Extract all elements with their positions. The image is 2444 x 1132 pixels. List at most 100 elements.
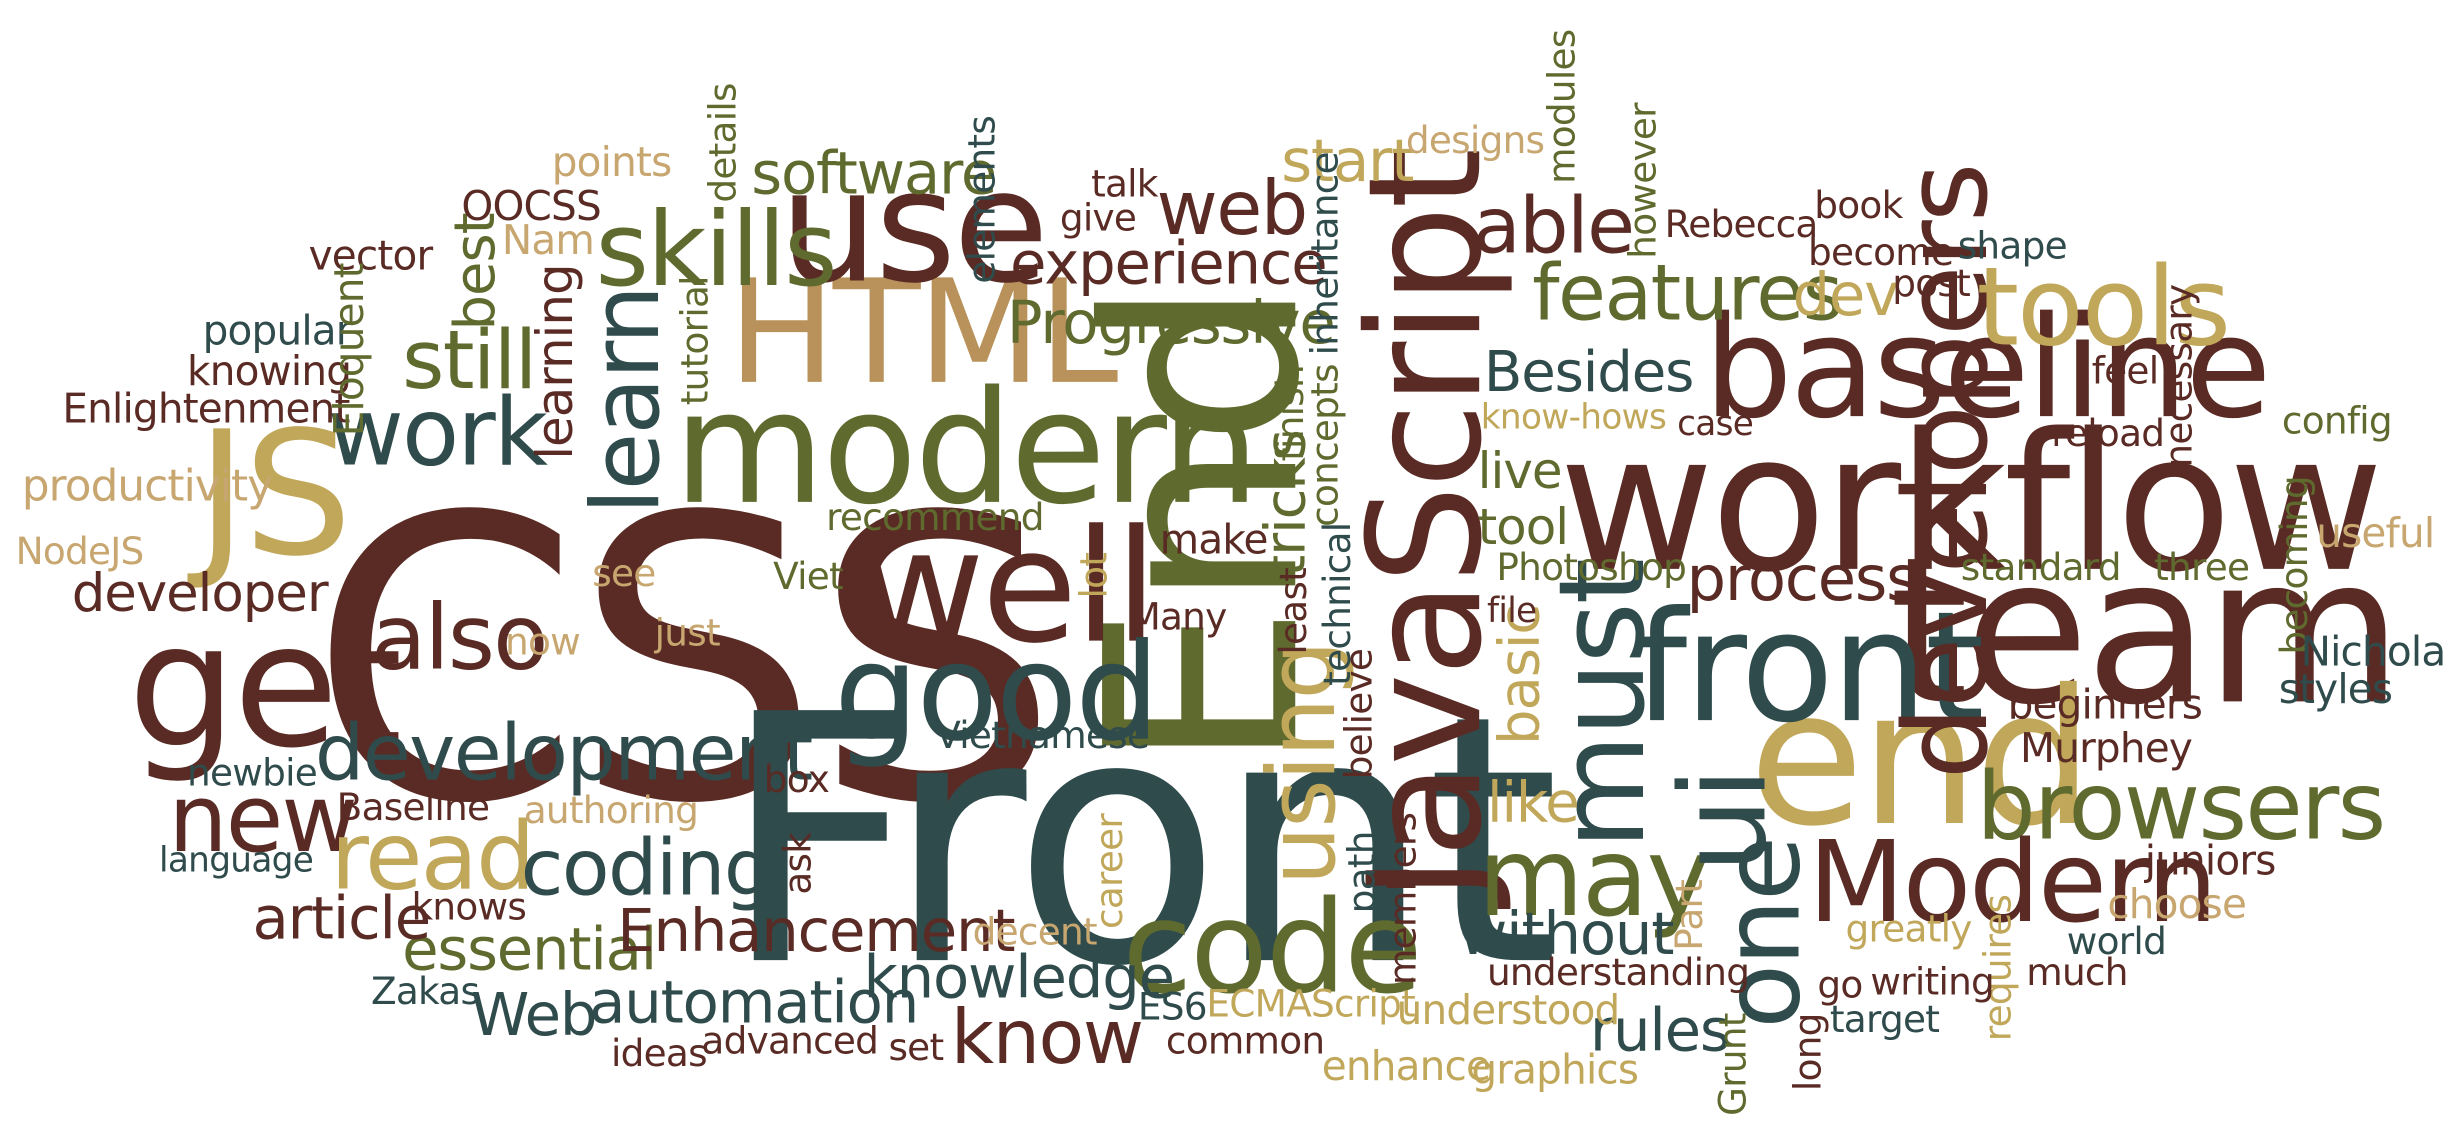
word-talk: talk (1091, 162, 1158, 206)
word-become: become (1808, 230, 1954, 275)
word-automation: automation (589, 967, 919, 1037)
word-enhance: enhance (1321, 1044, 1491, 1092)
word-see: see (592, 551, 656, 596)
word-least: least (1271, 567, 1316, 655)
word-software: software (751, 138, 997, 208)
word-designs: designs (1405, 118, 1545, 163)
word-progressive: Progressive (1006, 288, 1336, 357)
word-web-cap: Web (470, 980, 598, 1049)
word-learn: learn (572, 286, 682, 515)
word-developer: developer (71, 562, 329, 626)
word-use: use (779, 135, 1049, 318)
word-set: set (888, 1025, 944, 1070)
word-get: get (127, 586, 403, 786)
word-article: article (252, 883, 432, 953)
word-becoming: becoming (2272, 476, 2317, 655)
word-long: long (1786, 1013, 1830, 1092)
word-code: code (1122, 874, 1423, 1023)
word-enlightenment: Enlightenment (62, 386, 350, 434)
word-skills: skills (595, 190, 837, 311)
word-writing: writing (1870, 960, 1995, 1004)
word-graphics: graphics (1471, 1047, 1639, 1095)
word-common: common (1165, 1019, 1325, 1064)
word-essential: essential (402, 914, 657, 984)
word-target: target (1829, 997, 1940, 1042)
word-may: may (1477, 813, 1711, 942)
word-tool: tool (1477, 497, 1569, 557)
word-learning: learning (525, 264, 585, 460)
word-without: without (1458, 899, 1675, 968)
word-browsers: browsers (1976, 752, 2386, 862)
word-language: language (158, 841, 314, 881)
word-much: much (2026, 950, 2128, 995)
word-now: now (505, 620, 581, 664)
word-live: live (1477, 441, 1563, 501)
word-modules: modules (1539, 29, 1584, 184)
word-part: Part (1667, 879, 1712, 951)
word-details: details (701, 83, 746, 203)
word-points: points (551, 140, 672, 188)
word-development: development (314, 707, 814, 799)
word-baseline: baseline (1703, 286, 2272, 451)
word-able: able (1472, 180, 1635, 272)
word-styles: styles (2278, 667, 2393, 714)
word-like: like (1486, 771, 1580, 836)
word-grunt: Grunt (1711, 1013, 1756, 1117)
word-tutorial: tutorial (673, 276, 717, 406)
word-file: file (1486, 592, 1537, 632)
word-css: CSS (308, 434, 1060, 889)
word-also: also (370, 584, 549, 691)
word-many: Many (1128, 595, 1227, 640)
word-however: however (1621, 103, 1665, 259)
word-beginners: beginners (2007, 682, 2203, 730)
word-knows: knows (411, 885, 527, 929)
word-front-small: front (1633, 579, 1984, 758)
word-recommend: recommend (826, 495, 1044, 540)
word-give: give (1059, 196, 1137, 241)
word-newbie: newbie (187, 751, 318, 795)
word-just: just (654, 611, 721, 655)
word-popular: popular (202, 308, 353, 356)
word-understood: understood (1396, 988, 1621, 1035)
word-authoring: authoring (523, 788, 699, 833)
word-tools: tools (1976, 243, 2231, 371)
word-members: members (1380, 812, 1425, 986)
word-elements: elements (960, 115, 1004, 284)
word-box: box (763, 757, 830, 802)
word-read: read (330, 802, 535, 912)
word-baseline-small: Baseline (336, 785, 490, 830)
word-team: team (1889, 512, 2403, 750)
word-necessary: necessary (2157, 284, 2201, 468)
word-best: best (444, 213, 509, 331)
word-make: make (1159, 517, 1269, 565)
word-shape: shape (1957, 224, 2068, 269)
word-nam: Nam (501, 218, 595, 265)
word-book: book (1814, 183, 1903, 228)
word-process: process (1686, 543, 1918, 616)
word-coding: coding (520, 822, 774, 914)
word-eloquent: Eloquent (327, 263, 375, 437)
word-new: new (168, 765, 358, 875)
word-career: career (1087, 813, 1132, 929)
word-viet: Viet (773, 554, 844, 599)
word-besides: Besides (1483, 341, 1694, 406)
word-feel: feel (2091, 349, 2159, 393)
word-murphey: Murphey (2020, 726, 2193, 774)
word-config: config (2281, 399, 2393, 443)
word-knowing: knowing (187, 349, 352, 396)
word-path: path (1340, 831, 1385, 914)
word-lot: lot (1072, 552, 1117, 599)
word-go: go (1817, 963, 1863, 1007)
word-zakas: Zakas (370, 969, 480, 1014)
word-work: work (327, 378, 548, 488)
word-rebecca: Rebecca (1664, 202, 1819, 247)
word-ui: ui (1653, 769, 1793, 873)
word-know: know (950, 994, 1144, 1082)
word-decent: decent (972, 910, 1098, 954)
word-well: well (857, 495, 1158, 679)
word-case: case (1677, 405, 1754, 445)
word-believe: believe (1337, 648, 1381, 780)
word-standard-three: standard (1960, 545, 2122, 590)
word-three: three (2154, 545, 2250, 590)
